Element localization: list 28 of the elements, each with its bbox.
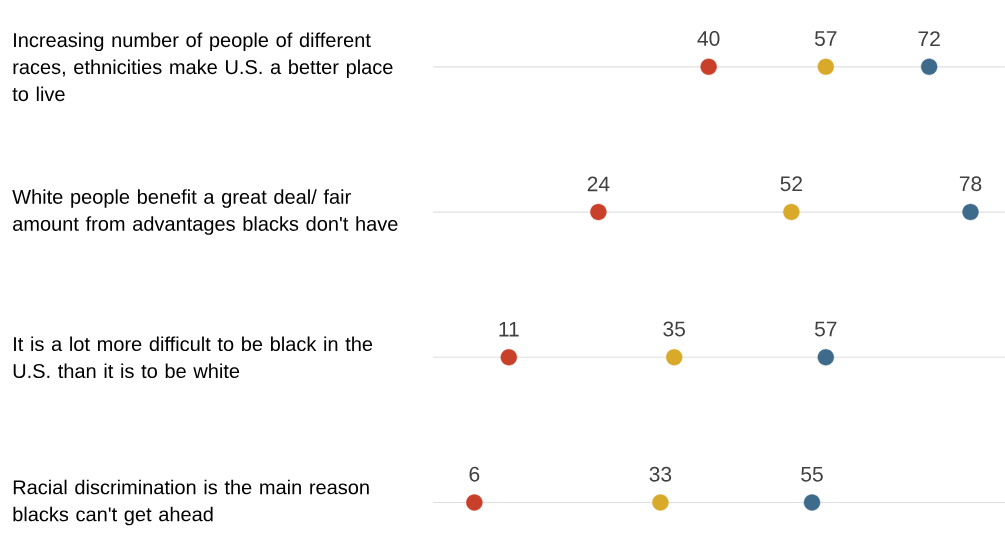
point xyxy=(783,203,800,221)
data-label: 40 xyxy=(697,31,720,46)
point xyxy=(962,203,979,221)
point xyxy=(500,349,517,366)
point xyxy=(652,494,669,511)
point xyxy=(803,494,821,511)
point xyxy=(817,349,834,366)
y-tick-label: Increasing number of people of different races, ethnicities make U.S. a better place to live xyxy=(12,32,393,102)
point xyxy=(590,203,607,221)
data-label: 24 xyxy=(587,176,610,192)
data-label: 57 xyxy=(814,321,837,337)
y-tick-label: White people benefit a great deal/ fair amount from advantages blacks don't have xyxy=(12,189,398,235)
y-tick-label: Racial discrimination is the main reason blacks can't get ahead xyxy=(13,479,369,526)
point xyxy=(817,58,834,76)
y-tick-label: It is a lot more difficult to be black in the U.S. than it is to be white xyxy=(13,336,373,379)
data-label: 52 xyxy=(780,176,802,192)
point xyxy=(700,58,717,76)
data-label: 11 xyxy=(499,321,519,337)
point xyxy=(665,349,683,366)
point xyxy=(920,58,938,76)
data-label: 6 xyxy=(469,466,480,482)
data-label: 72 xyxy=(918,31,940,46)
data-label: 78 xyxy=(959,176,982,192)
point xyxy=(466,494,483,511)
data-label: 57 xyxy=(814,31,837,46)
data-label: 33 xyxy=(649,466,672,482)
data-label: 35 xyxy=(663,321,685,337)
data-label: 55 xyxy=(801,466,823,482)
